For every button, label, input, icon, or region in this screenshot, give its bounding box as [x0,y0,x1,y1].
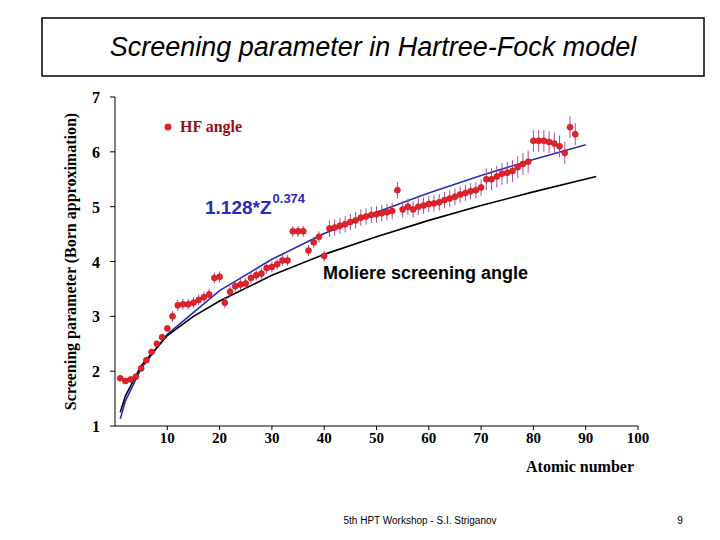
y-tick-label: 4 [92,254,100,271]
y-tick [110,371,115,372]
x-tick-label: 100 [627,430,650,446]
x-axis-label: Atomic number [526,458,634,475]
data-point [300,228,306,234]
footer: 5th HPT Workshop - S.I. Striganov [343,515,496,526]
x-tick-label: 20 [212,430,227,446]
curve-label: 1.128*Z [205,197,272,218]
legend-marker [165,124,172,131]
y-tick-label: 2 [92,363,100,380]
y-tick-label: 6 [92,144,100,161]
data-point [138,365,144,371]
data-point [572,131,578,137]
x-tick-label: 40 [317,430,332,446]
y-tick-label: 7 [92,89,100,106]
y-tick [110,261,115,262]
curve [120,177,596,413]
data-point [222,300,228,306]
data-point [316,234,322,240]
data-point [557,143,563,149]
data-point [206,291,212,297]
page-number: 9 [677,515,683,526]
data-point [285,257,291,263]
data-point [159,334,165,340]
y-tick [110,97,115,98]
data-point [164,325,170,331]
x-tick-label: 50 [369,430,384,446]
data-point [143,357,149,363]
data-point [170,313,176,319]
data-point [478,184,484,190]
x-tick-label: 90 [578,430,593,446]
y-tick [110,316,115,317]
data-point [321,253,327,259]
data-point [567,124,573,130]
legend-label: HF angle [180,118,242,136]
title-box [42,18,704,76]
curve [120,145,585,419]
data-point [525,159,531,165]
data-point [394,187,400,193]
y-axis-label: Screening parameter (Born approximation) [62,113,80,410]
data-point [509,168,515,174]
data-point [274,261,280,267]
x-tick-label: 30 [264,430,279,446]
data-point [227,289,233,295]
data-point [243,280,249,286]
data-point [311,239,317,245]
data-point [217,274,223,280]
y-tick-label: 5 [92,199,100,216]
y-tick [110,426,115,427]
title: Screening parameter in Hartree-Fock mode… [110,32,638,62]
x-tick-label: 10 [160,430,175,446]
curve-label: Moliere screening angle [323,263,528,283]
data-point [515,164,521,170]
data-point [562,150,568,156]
x-tick-label: 70 [474,430,489,446]
x-tick-label: 60 [421,430,436,446]
data-point [306,248,312,254]
curve-label-superscript: 0.374 [273,191,306,206]
plot-area [117,116,596,419]
y-tick-label: 1 [92,418,100,435]
data-point [154,341,160,347]
data-point [149,349,155,355]
y-tick-label: 3 [92,308,100,325]
y-tick [110,151,115,152]
x-tick-label: 80 [526,430,541,446]
data-point [389,208,395,214]
chart: Screening parameter in Hartree-Fock mode… [0,0,720,540]
y-tick [110,206,115,207]
data-point [133,374,139,380]
data-point [258,271,264,277]
